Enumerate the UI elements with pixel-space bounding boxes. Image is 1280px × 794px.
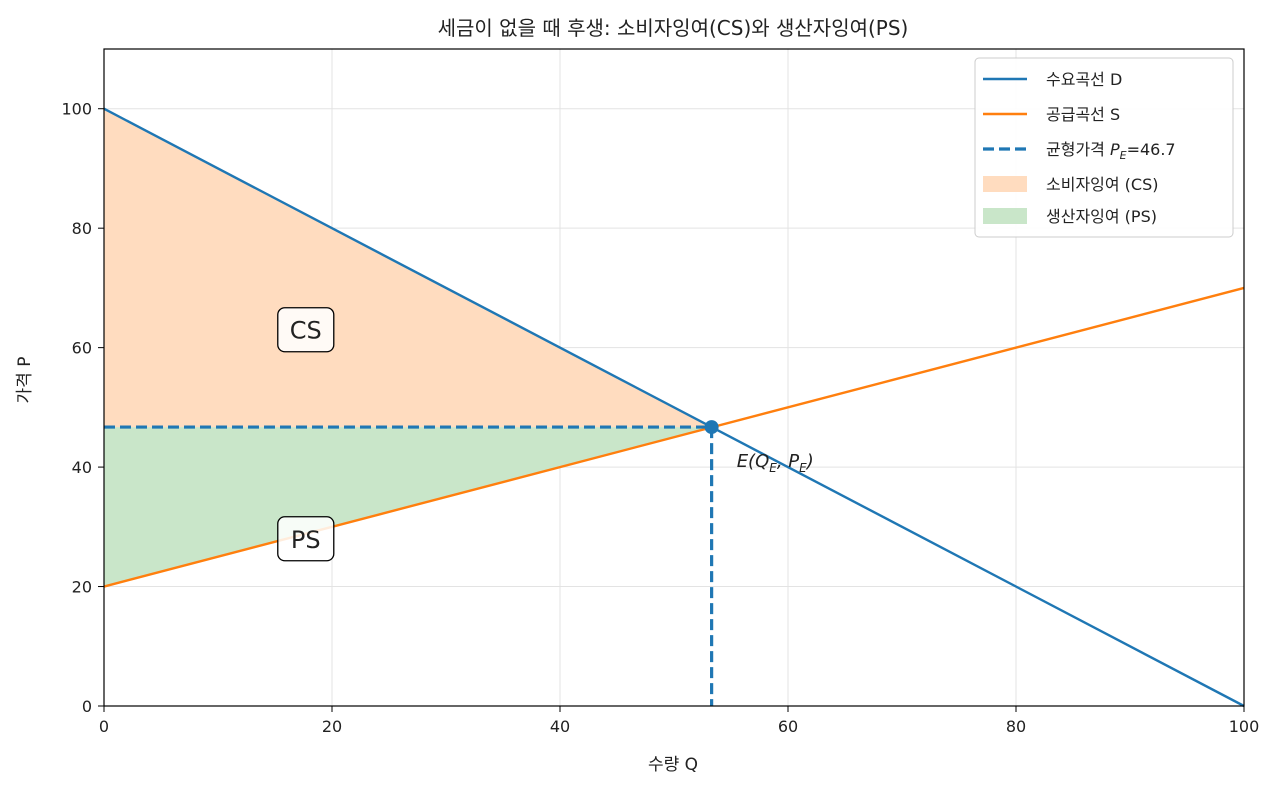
x-axis-label: 수량 Q [648, 755, 698, 775]
y-tick-label: 20 [72, 578, 92, 597]
legend-consumer-surplus-swatch [983, 176, 1027, 192]
x-tick-label: 40 [550, 717, 570, 736]
legend-producer-surplus-swatch [983, 208, 1027, 224]
x-tick-label: 60 [778, 717, 798, 736]
legend-supply-label: 공급곡선 S [1046, 105, 1120, 124]
x-tick-label: 80 [1006, 717, 1026, 736]
annotation-ps-label: PS [291, 526, 321, 554]
legend: 수요곡선 D 공급곡선 S 균형가격 PE=46.7 소비자잉여 (CS) 생산자잉여 … [974, 57, 1234, 238]
annotation-box [277, 516, 335, 562]
legend-producer-surplus-label: 생산자잉여 (PS) [1046, 207, 1157, 226]
x-tick-label: 100 [1229, 717, 1260, 736]
chart-title: 세금이 없을 때 후생: 소비자잉여(CS)와 생산자잉여(PS) [438, 16, 909, 40]
x-tick-label: 0 [99, 717, 109, 736]
annotations: CS PS E(QE, PE) [277, 307, 814, 562]
plot-frame [103, 48, 1245, 707]
annotation-box [277, 307, 335, 353]
annotation-cs-label: CS [290, 317, 322, 345]
legend-demand-label: 수요곡선 D [1046, 70, 1122, 89]
legend-box [974, 57, 1234, 238]
equilibrium-point [704, 420, 719, 435]
equilibrium-point-label: E(QE, PE) [737, 451, 814, 475]
y-axis-label: 가격 P [15, 357, 35, 404]
y-tick-label: 100 [61, 100, 92, 119]
y-tick-label: 60 [72, 339, 92, 358]
y-tick-label: 80 [72, 219, 92, 238]
y-tick-label: 40 [72, 458, 92, 477]
x-tick-label: 20 [322, 717, 342, 736]
y-tick-label: 0 [82, 697, 92, 716]
legend-consumer-surplus-label: 소비자잉여 (CS) [1046, 175, 1159, 194]
demand-curve [103, 107, 1245, 708]
legend-equilibrium-price-label: 균형가격 PE=46.7 [1046, 140, 1176, 162]
axis-ticks: 0 20 40 60 80 100 0 20 40 60 80 100 [61, 100, 1259, 736]
